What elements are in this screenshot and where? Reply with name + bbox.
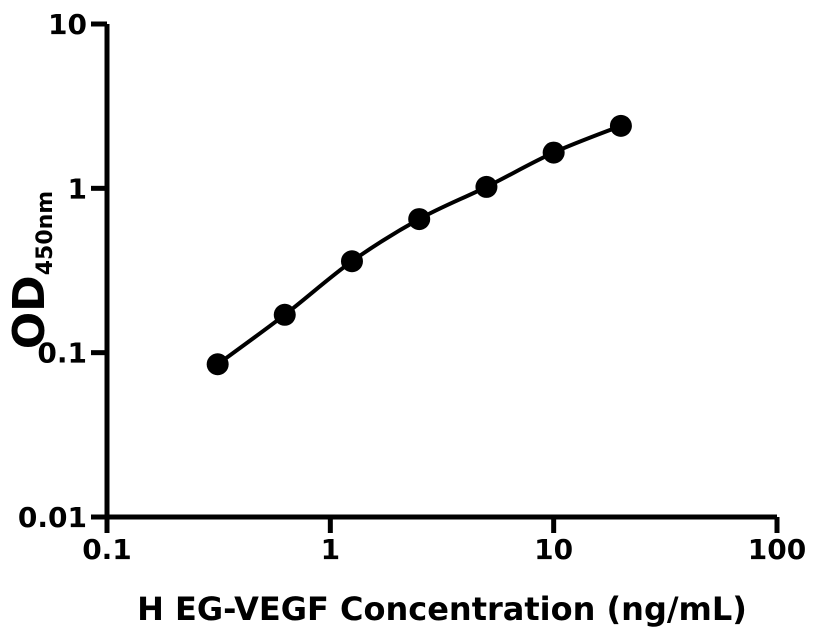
- x-tick-label: 0.1: [82, 533, 132, 566]
- y-tick-label: 0.01: [18, 501, 87, 534]
- data-point-marker: [609, 114, 632, 137]
- data-point-marker: [273, 303, 296, 326]
- y-axis-title-main: OD: [4, 275, 55, 349]
- y-axis-title: OD450nm: [4, 191, 58, 349]
- data-point-marker: [206, 353, 229, 376]
- data-point-marker: [340, 250, 363, 273]
- data-point-marker: [475, 175, 498, 198]
- y-tick-label: 0.1: [37, 337, 87, 370]
- data-point-marker: [408, 208, 431, 231]
- axis-spine: [104, 24, 777, 520]
- x-tick-label: 100: [748, 533, 806, 566]
- x-axis-title: H EG-VEGF Concentration (ng/mL): [137, 590, 747, 628]
- y-tick-label: 1: [68, 172, 87, 205]
- points-layer: [206, 114, 632, 376]
- x-tick-label: 10: [534, 533, 573, 566]
- data-point-marker: [542, 141, 565, 164]
- standard-curve-line: [215, 123, 623, 367]
- y-axis-title-subscript: 450nm: [33, 191, 58, 276]
- x-tick-label: 1: [321, 533, 340, 566]
- curve-layer: [215, 123, 623, 367]
- y-tick-label: 10: [48, 8, 87, 41]
